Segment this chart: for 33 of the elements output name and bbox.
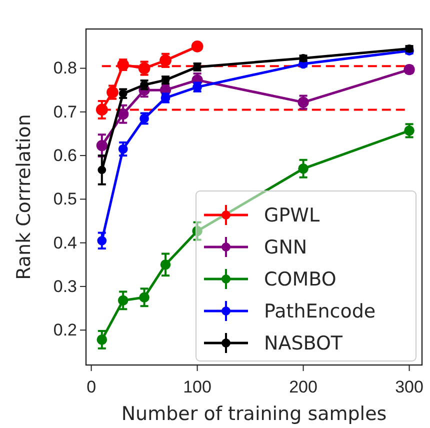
x-tick-label: 300: [395, 378, 424, 397]
y-tick-label: 0.5: [53, 190, 77, 209]
point: [139, 292, 150, 302]
x-tick-label: 200: [289, 378, 318, 397]
y-tick-label: 0.6: [53, 146, 77, 165]
legend-label: NASBOT: [264, 332, 343, 355]
y-tick-label: 0.7: [53, 102, 77, 122]
legend-label: GPWL: [264, 204, 320, 227]
y-tick-label: 0.8: [53, 58, 77, 78]
point: [97, 236, 107, 246]
legend-label: COMBO: [264, 268, 336, 291]
legend-label: PathEncode: [264, 300, 376, 323]
x-tick-label: 0: [86, 378, 96, 397]
point: [96, 104, 108, 116]
point: [404, 64, 415, 76]
point: [98, 166, 106, 174]
point: [298, 164, 308, 174]
point: [404, 126, 414, 136]
point: [192, 226, 202, 236]
y-tick-label: 0.3: [53, 276, 77, 296]
x-tick-label: 100: [183, 378, 212, 397]
y-tick-label: 0.2: [53, 320, 77, 340]
y-axis-title: Rank Corrrelation: [13, 114, 35, 280]
y-tick-label: 0.4: [53, 233, 77, 252]
point: [160, 260, 171, 270]
x-axis-title: Number of training samples: [121, 403, 387, 425]
point: [191, 40, 204, 52]
point: [118, 144, 128, 154]
point: [118, 108, 129, 120]
point: [118, 295, 128, 306]
point: [96, 140, 108, 152]
point: [96, 334, 108, 345]
legend-label: GNN: [264, 236, 308, 259]
